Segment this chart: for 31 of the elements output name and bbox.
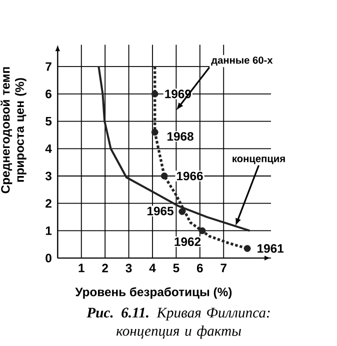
point <box>198 227 206 234</box>
y-tick-label: 2 <box>45 199 52 208</box>
point <box>178 208 186 216</box>
y-tick-label: 5 <box>45 117 52 126</box>
point <box>244 245 251 252</box>
y-tick-label: 6 <box>45 90 52 98</box>
x-tick-label: 3 <box>126 264 132 272</box>
point <box>151 90 158 98</box>
x-tick-label: 1 <box>78 264 84 272</box>
point <box>160 172 168 180</box>
y-axis-title: Среднегодовой темп прироста цен (%) <box>0 67 26 194</box>
x-tick-label: 4 <box>149 264 156 272</box>
y-tick-label: 7 <box>46 62 52 71</box>
annotation: концепция <box>232 156 285 164</box>
x-tick-label: 7 <box>220 264 226 272</box>
y-tick-label: 0 <box>45 254 52 262</box>
x-axis-title: Уровень безработицы (%) <box>75 287 232 299</box>
annotation: 1968 <box>167 132 194 141</box>
x-tick-label: 6 <box>196 264 203 272</box>
x-tick-label: 2 <box>102 264 108 272</box>
y-tick-label: 1 <box>46 226 52 235</box>
annotation: 1966 <box>176 172 203 180</box>
annotation: 1965 <box>147 206 174 216</box>
point <box>151 128 158 136</box>
annotation: 1962 <box>174 237 200 246</box>
x-tick-label: 5 <box>173 264 180 272</box>
text: Рис. 6.11. Кривая Филлипса: концепция и факты <box>86 308 270 339</box>
annotation: данные 60-х <box>211 56 273 66</box>
y-tick-label: 3 <box>45 172 52 180</box>
annotation: 1961 <box>257 244 284 253</box>
y-tick-label: 4 <box>45 144 52 153</box>
